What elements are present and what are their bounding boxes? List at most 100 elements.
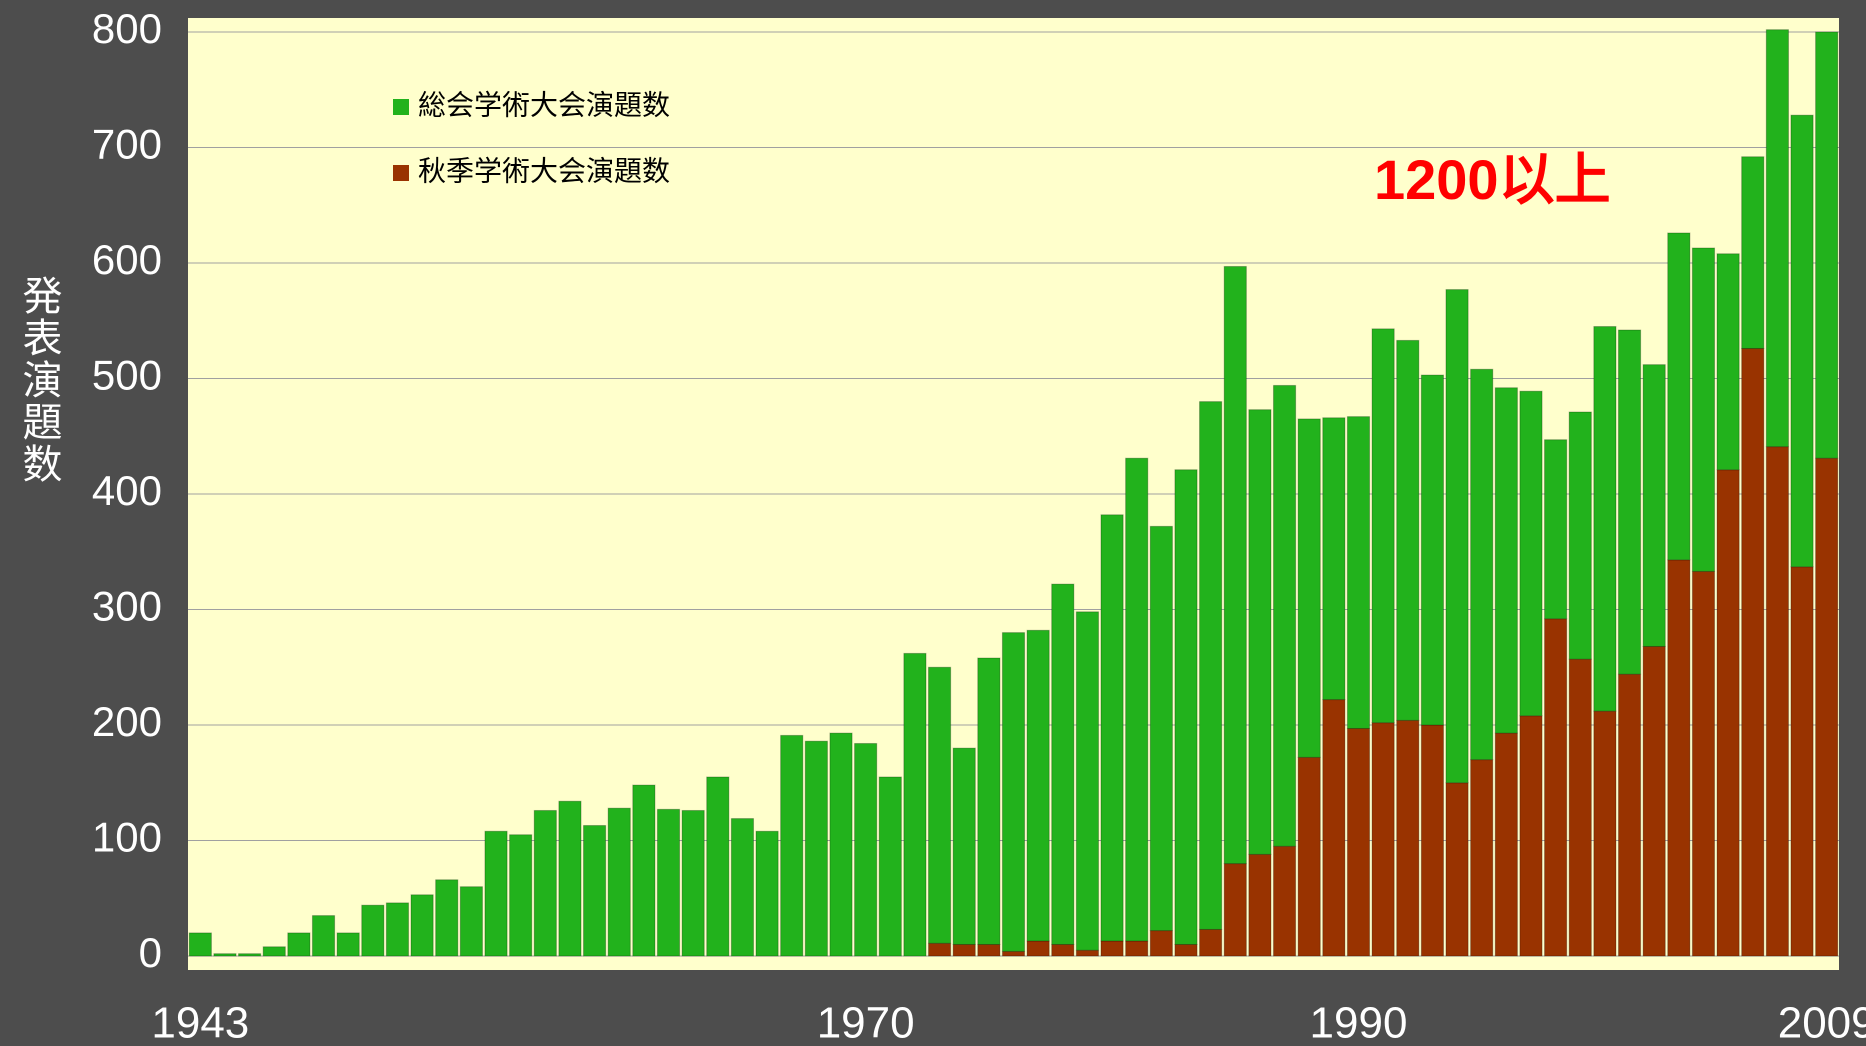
bar-segment [706,776,730,957]
bar-segment [1642,645,1666,957]
bar-segment [952,943,976,957]
bar-segment [1149,930,1173,957]
bar-segment [238,953,262,957]
bar-segment [385,902,410,957]
x-tick-label: 1943 [151,999,249,1046]
bar-segment [1716,253,1740,471]
bar-segment [903,652,927,957]
bar-segment [1100,514,1124,942]
bar-segment [1149,525,1173,932]
bar-segment [1051,943,1075,957]
bar-segment [1741,156,1765,349]
legend-label: 秋季学術大会演題数 [418,155,670,186]
bar-segment [1248,853,1272,957]
bar-segment [927,942,952,957]
y-tick-label: 800 [92,5,162,52]
x-tick-label: 2009 [1778,999,1866,1046]
bar-segment [1396,719,1420,957]
legend-swatch [393,165,409,181]
bar-segment [1716,469,1740,957]
bar-segment [1667,559,1691,957]
y-tick-label: 0 [139,929,162,976]
bar-segment [262,946,286,957]
bar-segment [1075,949,1100,957]
bar-segment [410,894,434,957]
bar-segment [1322,417,1346,701]
bar-segment [1617,673,1642,957]
bar-segment [1001,632,1026,952]
bar-segment [1223,863,1247,957]
bar-segment [952,747,976,945]
bar-segment [1667,232,1691,561]
annotation: 1200以上 [1374,148,1611,211]
y-tick-label: 200 [92,698,162,745]
bar-segment [311,915,336,957]
bar-segment [1420,374,1444,726]
bar-segment [1568,658,1592,957]
bar-segment [1420,724,1444,957]
bar-segment [1519,715,1543,957]
bar-segment [1815,31,1839,459]
bar-segment [1470,368,1494,761]
bar-segment [1223,265,1247,865]
bar-segment [484,830,508,957]
bar-segment [1691,570,1716,957]
x-tick-label: 1990 [1310,999,1408,1046]
bar-segment [1272,845,1297,957]
y-tick-label: 400 [92,467,162,514]
bar-segment [1765,29,1789,448]
bar-segment [1272,384,1297,847]
bar-segment [1617,329,1642,675]
bar-segment [681,809,705,957]
bar-segment [336,932,360,957]
bar-segment [1593,710,1617,957]
bar-segment [1174,469,1198,945]
bar-segment [558,800,582,957]
bar-segment [1568,411,1592,660]
bar-segment [1026,940,1050,957]
bar-segment [829,732,853,957]
bar-segment [1519,390,1543,717]
bar-segment [1815,457,1839,957]
bar-segment [1494,387,1518,734]
bar-segment [632,784,656,957]
bar-segment [459,886,483,957]
bar-segment [509,834,533,957]
bar-segment [1125,457,1149,942]
bar-segment [1075,611,1100,951]
bar-segment [804,740,828,957]
bar-segment [1371,722,1395,957]
bar-segment [213,953,237,957]
bar-segment [1396,339,1420,721]
bar-segment [1248,409,1272,855]
bar-segment [435,879,459,957]
legend-swatch [393,99,409,115]
legend-label: 総会学術大会演題数 [418,89,670,120]
y-tick-label: 100 [92,814,162,861]
bar-segment [1544,618,1568,957]
bar-segment [755,830,779,957]
bar-segment [188,932,212,957]
bar-segment [656,808,681,957]
bar-segment [977,657,1001,945]
bar-segment [1470,759,1494,957]
y-tick-label: 700 [92,121,162,168]
bar-segment [1691,247,1716,572]
bar-segment [1297,756,1321,957]
bar-segment [1297,418,1321,758]
bar-segment [1642,364,1666,647]
bar-segment [1346,727,1371,957]
bar-segment [1125,940,1149,957]
bar-segment [927,666,952,944]
bar-segment [583,824,607,957]
bar-segment [1765,446,1789,957]
bar-segment [361,904,385,957]
bar-segment [730,818,755,957]
bar-segment [1790,566,1814,957]
bar-segment [1026,629,1050,942]
bar-segment [1100,940,1124,957]
bar-segment [878,776,902,957]
bar-segment [1494,732,1518,957]
bar-segment [1322,699,1346,957]
